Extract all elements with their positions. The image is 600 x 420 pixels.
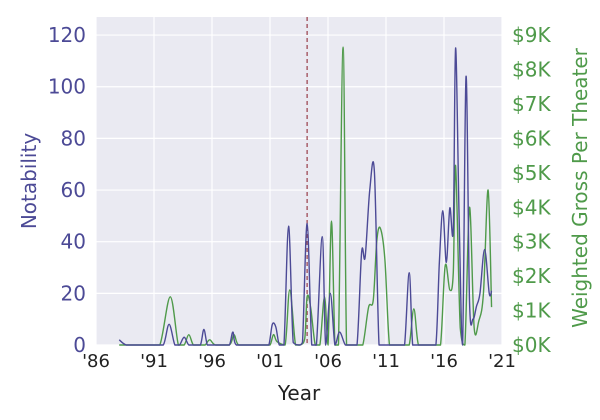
right-axis-ticks: $0K $1K $2K $3K $4K $5K $6K $7K $8K $9K (512, 23, 551, 357)
right-tick-label: $0K (512, 333, 551, 357)
x-tick-label: '06 (314, 351, 342, 372)
right-tick-label: $8K (512, 58, 551, 82)
right-tick-label: $1K (512, 299, 551, 323)
x-tick-label: '91 (140, 351, 168, 372)
x-tick-label: '01 (256, 351, 284, 372)
right-tick-label: $9K (512, 23, 551, 47)
plot-background (96, 17, 502, 345)
right-tick-label: $4K (512, 195, 551, 219)
left-series-line (118, 47, 493, 346)
x-tick-label: '16 (430, 351, 458, 372)
right-axis-label: Weighted Gross Per Theater (568, 47, 592, 328)
x-tick-label: '11 (372, 351, 400, 372)
left-tick-label: 40 (61, 230, 86, 254)
series-lines (118, 46, 493, 346)
right-tick-label: $5K (512, 161, 551, 185)
left-tick-label: 60 (61, 178, 86, 202)
left-tick-label: 0 (73, 333, 86, 357)
left-tick-label: 80 (61, 126, 86, 150)
right-tick-label: $3K (512, 230, 551, 254)
right-tick-label: $7K (512, 92, 551, 116)
x-axis-ticks: '86 '91 '96 '01 '06 '11 '16 '21 (82, 351, 516, 372)
x-axis-label: Year (277, 381, 321, 405)
x-tick-label: '21 (488, 351, 516, 372)
left-tick-label: 120 (48, 23, 86, 47)
left-tick-label: 20 (61, 281, 86, 305)
left-tick-label: 100 (48, 75, 86, 99)
left-axis-ticks: 0 20 40 60 80 100 120 (48, 23, 86, 357)
right-tick-label: $2K (512, 264, 551, 288)
left-axis-label: Notability (17, 133, 41, 230)
right-tick-label: $6K (512, 126, 551, 150)
x-tick-label: '96 (198, 351, 226, 372)
x-tick-label: '86 (82, 351, 110, 372)
